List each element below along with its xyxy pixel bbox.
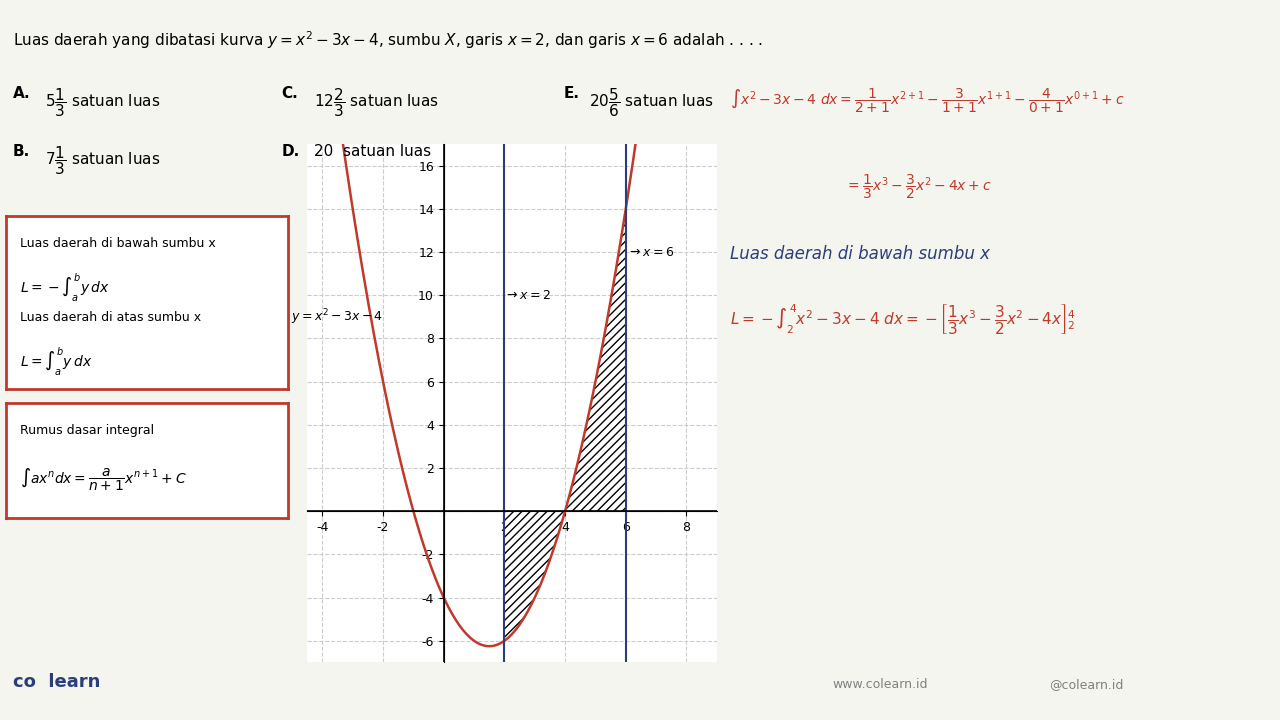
Text: $\int x^2 - 3x - 4\ dx = \dfrac{1}{2+1}x^{2+1} - \dfrac{3}{1+1}x^{1+1} - \dfrac{: $\int x^2 - 3x - 4\ dx = \dfrac{1}{2+1}x… — [730, 86, 1124, 114]
Text: $\int ax^n dx = \dfrac{a}{n+1}x^{n+1} + C$: $\int ax^n dx = \dfrac{a}{n+1}x^{n+1} + … — [20, 467, 187, 493]
Text: co  learn: co learn — [13, 673, 100, 691]
Text: $y=x^2-3x-4$: $y=x^2-3x-4$ — [292, 307, 384, 327]
Text: $\rightarrow x=6$: $\rightarrow x=6$ — [627, 246, 675, 258]
Text: Luas daerah di bawah sumbu x: Luas daerah di bawah sumbu x — [730, 245, 989, 263]
Text: Luas daerah di bawah sumbu x: Luas daerah di bawah sumbu x — [20, 237, 216, 250]
Text: 20  satuan luas: 20 satuan luas — [314, 144, 431, 159]
Text: $\rightarrow x=2$: $\rightarrow x=2$ — [504, 289, 552, 302]
Text: $5\dfrac{1}{3}$ satuan luas: $5\dfrac{1}{3}$ satuan luas — [45, 86, 160, 120]
Text: www.colearn.id: www.colearn.id — [832, 678, 928, 691]
Text: Luas daerah yang dibatasi kurva $y = x^2 - 3x - 4$, sumbu $X$, garis $x = 2$, da: Luas daerah yang dibatasi kurva $y = x^2… — [13, 29, 763, 50]
Text: E.: E. — [563, 86, 580, 102]
Text: $12\dfrac{2}{3}$ satuan luas: $12\dfrac{2}{3}$ satuan luas — [314, 86, 439, 120]
Text: $L = \int_a^b y\,dx$: $L = \int_a^b y\,dx$ — [20, 346, 93, 378]
Text: @colearn.id: @colearn.id — [1050, 678, 1124, 691]
Text: C.: C. — [282, 86, 298, 102]
Text: $7\dfrac{1}{3}$ satuan luas: $7\dfrac{1}{3}$ satuan luas — [45, 144, 160, 177]
Text: A.: A. — [13, 86, 31, 102]
Text: Rumus dasar integral: Rumus dasar integral — [20, 424, 155, 437]
Text: D.: D. — [282, 144, 300, 159]
Text: $L = -\int_2^4 x^2 - 3x - 4\ dx = -\left[\dfrac{1}{3}x^3 - \dfrac{3}{2}x^2 - 4x\: $L = -\int_2^4 x^2 - 3x - 4\ dx = -\left… — [730, 302, 1075, 337]
Text: B.: B. — [13, 144, 29, 159]
Text: $20\dfrac{5}{6}$ satuan luas: $20\dfrac{5}{6}$ satuan luas — [589, 86, 714, 120]
Text: $= \dfrac{1}{3}x^3 - \dfrac{3}{2}x^2 - 4x + c$: $= \dfrac{1}{3}x^3 - \dfrac{3}{2}x^2 - 4… — [845, 173, 992, 201]
Text: $L = -\int_a^b y\,dx$: $L = -\int_a^b y\,dx$ — [20, 271, 110, 304]
Text: Luas daerah di atas sumbu x: Luas daerah di atas sumbu x — [20, 311, 202, 324]
